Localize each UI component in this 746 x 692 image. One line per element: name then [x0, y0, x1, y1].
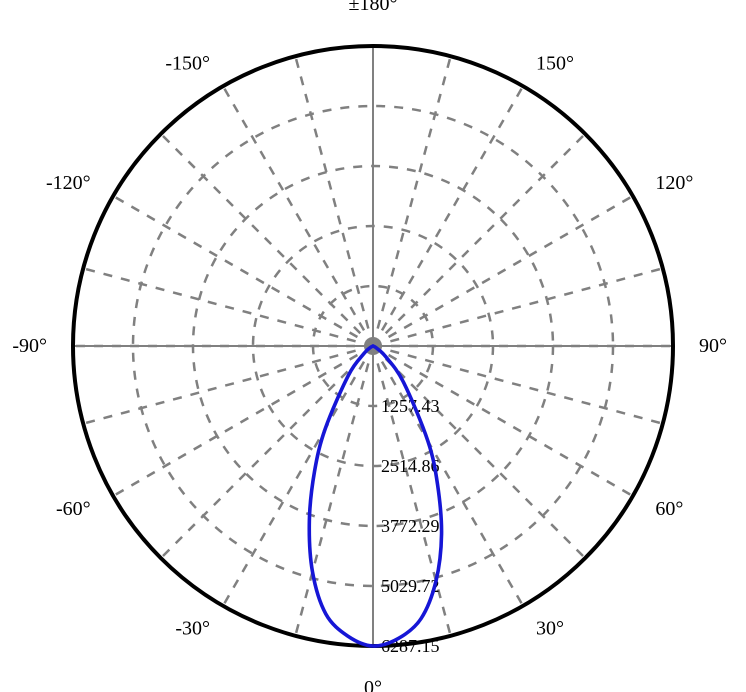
angle-label: 120°	[655, 172, 693, 194]
angle-label: 90°	[699, 335, 727, 357]
ring-label: 3772.29	[381, 516, 440, 536]
polar-chart: 1257.432514.863772.295029.726287.15±180°…	[0, 0, 746, 692]
ring-label: 2514.86	[381, 456, 440, 476]
angle-label: -90°	[12, 335, 47, 357]
angle-label: 60°	[655, 498, 683, 520]
angle-label: 0°	[364, 677, 382, 692]
angle-label: -120°	[46, 172, 91, 194]
angle-label: 150°	[536, 53, 574, 75]
ring-label: 6287.15	[381, 636, 440, 656]
angle-label: -60°	[56, 498, 91, 520]
angle-label: -30°	[175, 617, 210, 639]
angle-label: -150°	[165, 53, 210, 75]
ring-label: 5029.72	[381, 576, 440, 596]
angle-label: 30°	[536, 617, 564, 639]
angle-label: ±180°	[349, 0, 398, 15]
